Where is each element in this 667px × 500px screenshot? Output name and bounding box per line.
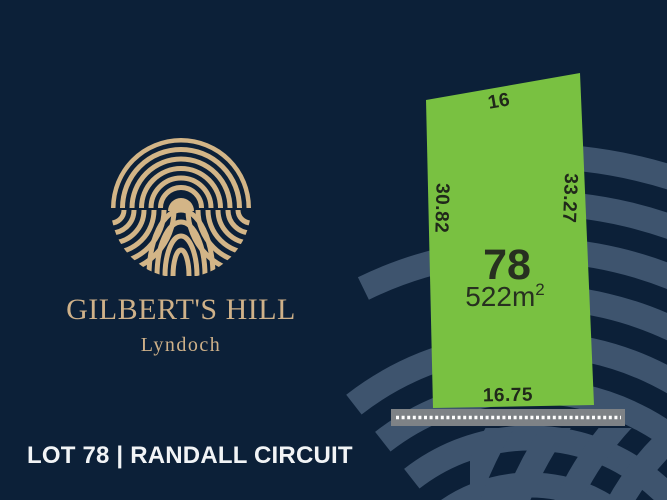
brand-arches-icon <box>111 138 251 277</box>
lot-dimension-top: 16 <box>486 89 511 114</box>
emblem-centre-dome <box>168 198 194 211</box>
lot-dimension-bottom: 16.75 <box>483 385 533 407</box>
footer-address: LOT 78 | RANDALL CIRCUIT <box>27 442 353 469</box>
lot-area: 522m2 <box>465 280 545 312</box>
lot-area-superscript: 2 <box>535 280 544 299</box>
lot-area-value: 522m <box>465 281 535 312</box>
lot-polygon <box>426 73 594 408</box>
lot-dimension-left: 30.82 <box>430 183 452 234</box>
lot-number: 78 <box>483 241 531 289</box>
lot-dimension-right: 33.27 <box>558 173 581 224</box>
brand-name: GILBERT'S HILL <box>66 293 296 326</box>
brand-locality: Lyndoch <box>140 334 222 356</box>
